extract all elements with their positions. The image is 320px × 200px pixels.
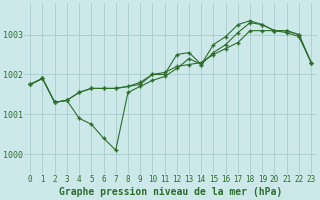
X-axis label: Graphe pression niveau de la mer (hPa): Graphe pression niveau de la mer (hPa) xyxy=(59,187,282,197)
